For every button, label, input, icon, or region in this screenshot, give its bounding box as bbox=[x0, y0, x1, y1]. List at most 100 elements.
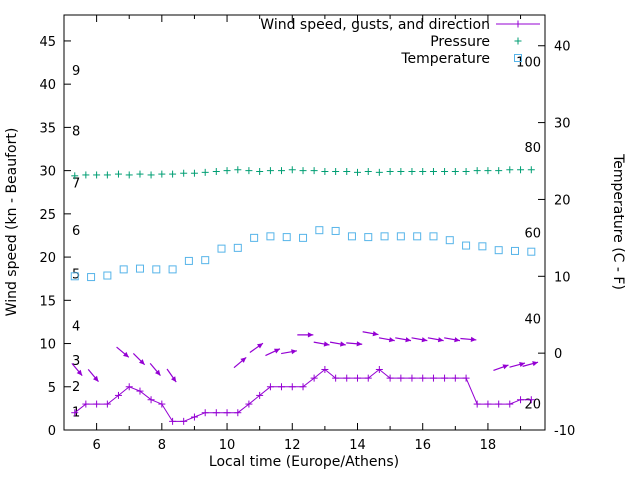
wind-arrow-head bbox=[93, 375, 99, 382]
temperature-marker bbox=[364, 233, 373, 242]
y-left-tick-label: 15 bbox=[39, 294, 56, 309]
y-right-tick-label: 10 bbox=[554, 270, 571, 285]
x-tick-label: 12 bbox=[284, 438, 301, 453]
y-right-tick-label: 30 bbox=[554, 117, 571, 132]
wind-arrow-head bbox=[291, 349, 297, 355]
temperature-marker bbox=[429, 232, 438, 241]
wind-arrow-head bbox=[454, 337, 460, 343]
fahrenheit-scale-label: 20 bbox=[524, 398, 541, 413]
y-left-tick-label: 45 bbox=[39, 35, 56, 50]
x-tick-label: 14 bbox=[349, 438, 366, 453]
y-left-tick-label: 10 bbox=[39, 338, 56, 353]
temperature-marker bbox=[299, 233, 308, 242]
temperature-marker bbox=[462, 241, 471, 250]
wind-arrow-head bbox=[340, 341, 346, 347]
y-right-tick-label: 20 bbox=[554, 193, 571, 208]
y-right-tick-label: -10 bbox=[554, 424, 575, 439]
temperature-marker bbox=[152, 265, 161, 274]
temperature-marker bbox=[510, 246, 519, 255]
temperature-marker bbox=[250, 233, 259, 242]
legend-wind-label: Wind speed, gusts, and direction bbox=[260, 17, 490, 33]
y-left-tick-label: 30 bbox=[39, 165, 56, 180]
temperature-marker bbox=[217, 244, 226, 253]
y-left-tick-label: 35 bbox=[39, 121, 56, 136]
x-tick-label: 10 bbox=[219, 438, 236, 453]
temperature-marker bbox=[70, 272, 79, 281]
wind-arrow-head bbox=[356, 341, 363, 347]
temperature-marker bbox=[184, 256, 193, 265]
x-tick-label: 6 bbox=[92, 438, 100, 453]
legend-temperature-sample bbox=[514, 54, 522, 62]
wind-arrow-head bbox=[388, 337, 395, 343]
temperature-marker bbox=[233, 243, 242, 252]
temperature-marker bbox=[103, 271, 112, 280]
beaufort-scale-label: 6 bbox=[72, 224, 80, 239]
beaufort-scale-label: 3 bbox=[72, 354, 80, 369]
temperature-marker bbox=[494, 246, 503, 255]
y-right-tick-label: 0 bbox=[554, 347, 562, 362]
wind-arrow-head bbox=[437, 337, 444, 343]
temperature-marker bbox=[331, 226, 340, 235]
fahrenheit-scale-label: 60 bbox=[524, 226, 541, 241]
wind-arrow-head bbox=[123, 351, 129, 358]
y-left-axis-title: Wind speed (kn - Beaufort) bbox=[4, 128, 20, 317]
wind-arrow-head bbox=[532, 361, 539, 367]
temperature-marker bbox=[201, 256, 210, 265]
legend-sample-markers bbox=[496, 20, 540, 62]
fahrenheit-scale-label: 100 bbox=[516, 56, 541, 71]
x-tick-label: 18 bbox=[480, 438, 497, 453]
y-left-tick-label: 0 bbox=[48, 424, 56, 439]
wind-speed-line bbox=[74, 368, 532, 422]
wind-arrow-head bbox=[502, 364, 509, 370]
wind-arrow-head bbox=[519, 362, 525, 367]
wind-arrow-head bbox=[155, 369, 161, 376]
wind-arrow-head bbox=[274, 348, 280, 354]
temperature-marker bbox=[168, 265, 177, 274]
wind-arrow-head bbox=[76, 369, 83, 376]
wind-arrow-head bbox=[323, 341, 330, 347]
temperature-marker bbox=[119, 265, 128, 274]
plot-frame bbox=[63, 14, 546, 431]
beaufort-scale-label: 8 bbox=[72, 125, 80, 140]
wind-arrow-head bbox=[421, 337, 428, 343]
legend-pressure-label: Pressure bbox=[430, 34, 490, 50]
y-left-tick-label: 25 bbox=[39, 208, 56, 223]
legend-temperature-label: Temperature bbox=[400, 51, 490, 67]
y-right-tick-label: 40 bbox=[554, 40, 571, 55]
data-series bbox=[70, 166, 539, 425]
temperature-marker bbox=[347, 232, 356, 241]
legend: Wind speed, gusts, and direction Pressur… bbox=[260, 17, 540, 67]
temperature-marker bbox=[478, 242, 487, 251]
x-axis-title: Local time (Europe/Athens) bbox=[209, 454, 399, 470]
beaufort-scale-label: 7 bbox=[72, 177, 80, 192]
beaufort-scale-label: 5 bbox=[72, 267, 80, 282]
wind-arrow-head bbox=[372, 331, 379, 337]
fahrenheit-scale-label: 40 bbox=[524, 312, 541, 327]
y-left-tick-label: 20 bbox=[39, 251, 56, 266]
temperature-marker bbox=[413, 232, 422, 241]
wind-arrow-head bbox=[405, 337, 411, 343]
wind-arrow-head bbox=[470, 336, 477, 342]
wind-arrow-head bbox=[257, 343, 263, 349]
wind-arrow-head bbox=[307, 332, 314, 338]
fahrenheit-scale-label: 80 bbox=[524, 141, 541, 156]
temperature-marker bbox=[135, 264, 144, 273]
temperature-marker bbox=[445, 236, 454, 245]
beaufort-scale-label: 2 bbox=[72, 380, 80, 395]
y-left-tick-label: 40 bbox=[39, 78, 56, 93]
temperature-marker bbox=[380, 232, 389, 241]
beaufort-scale-label: 9 bbox=[72, 64, 80, 79]
x-tick-label: 16 bbox=[414, 438, 431, 453]
y-right-axis-title: Temperature (C - F) bbox=[610, 153, 626, 290]
temperature-marker bbox=[315, 226, 324, 235]
beaufort-scale-label: 4 bbox=[72, 319, 80, 334]
temperature-marker bbox=[282, 233, 291, 242]
wind-arrow-head bbox=[240, 357, 247, 363]
x-tick-label: 8 bbox=[158, 438, 166, 453]
temperature-marker bbox=[87, 273, 96, 282]
axes: 6 8 10 12 14 16 18051015202530354045-100102030… bbox=[39, 14, 575, 453]
y-left-tick-label: 5 bbox=[48, 381, 56, 396]
wind-arrow-head bbox=[171, 376, 177, 383]
temperature-marker bbox=[396, 232, 405, 241]
